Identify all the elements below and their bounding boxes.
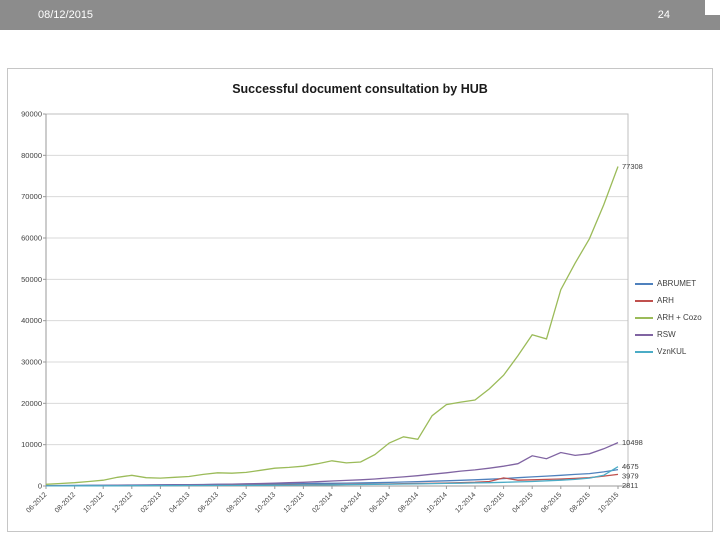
y-tick-label: 20000	[21, 399, 42, 408]
x-tick-label: 04-2013	[168, 491, 191, 514]
series-end-value-label: 2811	[622, 481, 638, 490]
legend-line-swatch	[635, 316, 653, 319]
chart-title: Successful document consultation by HUB	[232, 82, 488, 96]
header-corner-notch	[705, 0, 720, 15]
legend-label: RSW	[657, 330, 676, 339]
legend-line-swatch	[635, 299, 653, 302]
slide-date: 08/12/2015	[38, 9, 94, 21]
chart-legend: ABRUMET ARH ARH + Cozo RSW VznKUL	[635, 275, 702, 360]
series-end-value-label: 4675	[622, 462, 639, 471]
x-tick-label: 08-2012	[54, 491, 77, 514]
series-line-abrumet	[45, 468, 619, 487]
legend-label: VznKUL	[657, 347, 687, 356]
x-tick-label: 10-2013	[254, 491, 277, 514]
y-tick-label: 70000	[21, 192, 42, 201]
header-bar: 08/12/2015 24	[0, 0, 720, 30]
legend-item-arh: ARH	[635, 292, 702, 309]
x-tick-label: 08-2014	[397, 491, 420, 514]
legend-line-swatch	[635, 333, 653, 336]
series-line-arh	[45, 473, 619, 487]
plot-border	[45, 113, 629, 487]
x-tick-label: 08-2015	[569, 491, 592, 514]
series-line-vznkul	[46, 466, 619, 487]
x-tick-label: 04-2015	[511, 491, 534, 514]
legend-label: ABRUMET	[657, 279, 697, 288]
legend-item-abrumet: ABRUMET	[635, 275, 702, 292]
x-tick-label: 10-2015	[597, 491, 620, 514]
x-tick-label: 12-2013	[283, 491, 306, 514]
legend-line-swatch	[635, 282, 653, 285]
chart-frame: 0 10000 20000 30000 40000 50000 60000 70000 8000…	[7, 68, 713, 532]
y-tick-label: 40000	[21, 316, 42, 325]
legend-label: ARH + Cozo	[657, 313, 702, 322]
x-tick-label: 02-2015	[483, 491, 506, 514]
x-tick-label: 02-2013	[140, 491, 163, 514]
series-end-value-label: 77308	[622, 162, 643, 171]
y-tick-label: 60000	[21, 234, 42, 243]
x-tick-label: 10-2014	[426, 491, 449, 514]
x-tick-label: 04-2014	[340, 491, 363, 514]
x-tick-label: 06-2015	[540, 491, 563, 514]
series-end-value-label: 10498	[622, 438, 643, 447]
legend-label: ARH	[657, 296, 674, 305]
line-chart: 0 10000 20000 30000 40000 50000 60000 70000 8000…	[21, 110, 643, 515]
legend-item-vznkul: VznKUL	[635, 343, 702, 360]
x-tick-label: 06-2012	[25, 491, 48, 514]
legend-line-swatch	[635, 350, 653, 353]
y-tick-label: 80000	[21, 151, 42, 160]
x-tick-label: 06-2014	[368, 491, 391, 514]
legend-item-rsw: RSW	[635, 326, 702, 343]
x-tick-label: 12-2014	[454, 491, 477, 514]
y-tick-label: 10000	[21, 440, 42, 449]
y-tick-label: 50000	[21, 275, 42, 284]
y-tick-label: 30000	[21, 358, 42, 367]
x-tick-label: 06-2013	[197, 491, 220, 514]
legend-item-arh-cozo: ARH + Cozo	[635, 309, 702, 326]
series-line-arh-cozo	[45, 166, 619, 485]
x-tick-label: 08-2013	[225, 491, 248, 514]
x-tick-label: 02-2014	[311, 491, 334, 514]
y-tick-label: 0	[38, 482, 42, 491]
slide-page-number: 24	[657, 9, 670, 21]
y-tick-label: 90000	[21, 110, 42, 119]
series-end-value-label: 3979	[622, 472, 639, 481]
x-tick-label: 12-2012	[111, 491, 134, 514]
x-tick-label: 10-2012	[82, 491, 105, 514]
